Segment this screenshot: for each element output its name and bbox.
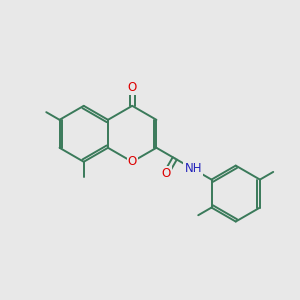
Text: NH: NH bbox=[184, 163, 202, 176]
Text: O: O bbox=[161, 167, 171, 180]
Text: O: O bbox=[128, 81, 137, 94]
Text: O: O bbox=[128, 155, 137, 168]
